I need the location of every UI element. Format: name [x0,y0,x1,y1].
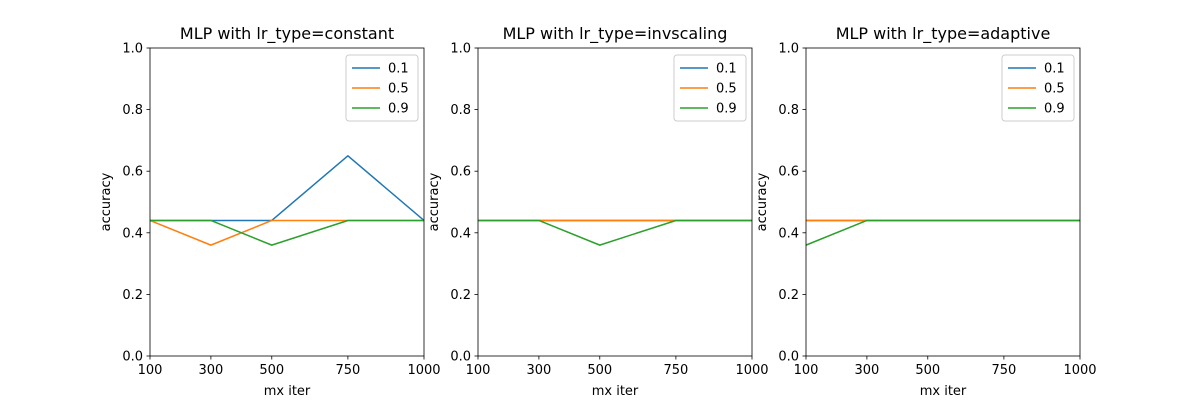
x-tick-label: 100 [794,363,819,378]
y-tick-label: 0.6 [122,165,143,180]
x-axis-label: mx iter [592,384,639,399]
y-tick-label: 0.0 [122,350,143,365]
legend-label: 0.5 [716,82,737,97]
legend: 0.1 0.5 0.9 [1001,54,1075,122]
series-line-0.5 [150,219,424,246]
x-tick-label: 500 [259,363,284,378]
series-line-0.9 [478,219,752,246]
axes-frame [149,47,425,357]
axes-frame [805,47,1081,357]
legend-label: 0.9 [716,102,737,117]
legend-label: 0.9 [1044,102,1065,117]
x-tick-label: 300 [198,363,223,378]
legend: 0.1 0.5 0.9 [345,54,419,122]
x-tick-label: 1000 [407,363,440,378]
x-tick-label: 300 [526,363,551,378]
y-axis-label: accuracy [427,172,442,231]
y-tick-label: 0.0 [450,350,471,365]
legend-label: 0.1 [388,62,409,77]
x-tick-label: 100 [138,363,163,378]
y-tick-label: 0.2 [450,288,471,303]
y-tick-label: 0.8 [122,103,143,118]
series-line-0.9 [150,219,424,246]
y-tick-label: 1.0 [778,42,799,57]
y-tick-label: 0.8 [450,103,471,118]
y-tick-label: 0.8 [778,103,799,118]
legend-box [673,54,747,122]
legend-label: 0.5 [388,82,409,97]
y-tick-label: 1.0 [450,42,471,57]
x-axis-label: mx iter [920,384,967,399]
y-tick-label: 0.4 [122,226,143,241]
chart-panel-3: MLP with lr_type=adaptive 100 300 500 750 100… [755,24,1097,399]
x-tick-label: 1000 [735,363,768,378]
chart-title: MLP with lr_type=invscaling [503,24,728,44]
y-tick-label: 0.6 [450,165,471,180]
legend-label: 0.1 [716,62,737,77]
y-axis-label: accuracy [755,172,770,231]
axes-frame [477,47,753,357]
chart-title: MLP with lr_type=constant [180,24,394,44]
legend-label: 0.1 [1044,62,1065,77]
chart-title: MLP with lr_type=adaptive [836,24,1051,44]
y-tick-label: 0.4 [778,226,799,241]
legend: 0.1 0.5 0.9 [673,54,747,122]
legend-label: 0.9 [388,102,409,117]
chart-panel-2: MLP with lr_type=invscaling 100 300 500 750 1… [427,24,769,399]
legend-label: 0.5 [1044,82,1065,97]
series-line-0.1 [150,155,424,222]
x-tick-label: 750 [335,363,360,378]
x-tick-label: 750 [663,363,688,378]
y-tick-label: 1.0 [122,42,143,57]
chart-panel-1: MLP with lr_type=constant 100 300 500 750 100… [99,24,441,399]
y-tick-label: 0.4 [450,226,471,241]
y-tick-label: 0.2 [122,288,143,303]
legend-box [1001,54,1075,122]
x-tick-label: 750 [991,363,1016,378]
legend-box [345,54,419,122]
x-tick-label: 100 [466,363,491,378]
x-tick-label: 500 [915,363,940,378]
y-axis-label: accuracy [99,172,114,231]
y-tick-label: 0.0 [778,350,799,365]
x-tick-label: 1000 [1063,363,1096,378]
x-tick-label: 300 [854,363,879,378]
x-axis-label: mx iter [264,384,311,399]
y-tick-label: 0.2 [778,288,799,303]
y-tick-label: 0.6 [778,165,799,180]
series-line-0.9 [806,219,1080,246]
x-tick-label: 500 [587,363,612,378]
